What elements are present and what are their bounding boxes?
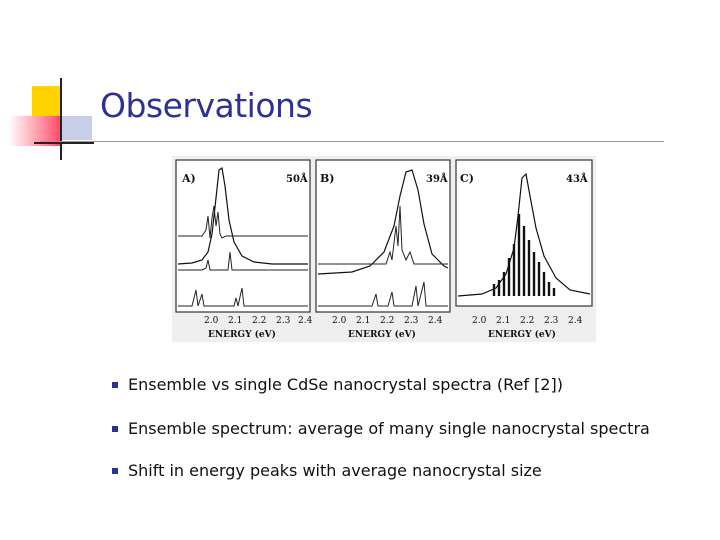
bullet-text: Ensemble spectrum: average of many singl… <box>128 419 650 438</box>
logo-horizontal-line <box>34 142 94 144</box>
panel-b-tick-3: 2.3 <box>404 316 419 326</box>
panel-c-tick-3: 2.3 <box>544 316 559 326</box>
panel-c-ensemble-curve <box>457 172 591 297</box>
panel-a: A) 50Å 2.0 2.1 2.2 2.3 2.4 ENERGY (eV) <box>175 159 313 340</box>
panel-c-tick-1: 2.1 <box>496 316 510 326</box>
panel-a-size: 50Å <box>286 173 308 185</box>
title-divider <box>40 141 664 142</box>
panel-b-size: 39Å <box>426 173 448 185</box>
panel-c-label: C) <box>460 172 474 185</box>
logo-vertical-line <box>60 78 62 160</box>
panel-a-ensemble-curve <box>177 166 308 265</box>
spectra-figure: A) 50Å 2.0 2.1 2.2 2.3 2.4 ENERGY (eV) B… <box>172 156 596 342</box>
bullet-square-icon <box>112 382 118 388</box>
panel-c-tick-0: 2.0 <box>472 316 487 326</box>
logo-blue-square <box>62 116 92 140</box>
panel-a-tick-3: 2.3 <box>276 316 291 326</box>
panel-a-single-trace-2 <box>178 251 308 271</box>
panel-a-tick-2: 2.2 <box>252 316 266 326</box>
panel-b-single-trace-1 <box>318 205 448 265</box>
panel-a-xlabel: ENERGY (eV) <box>208 329 276 340</box>
panel-a-tick-1: 2.1 <box>228 316 242 326</box>
panel-a-single-trace-3 <box>178 287 308 307</box>
panel-a-tick-4: 2.4 <box>298 316 313 326</box>
panel-c: C) 43Å 2.0 2.1 2.2 2.3 2.4 ENERGY (eV) <box>455 159 593 340</box>
bullet-text: Shift in energy peaks with average nanoc… <box>128 461 542 480</box>
panel-c-xlabel: ENERGY (eV) <box>488 329 556 340</box>
logo-yellow-square <box>32 86 62 120</box>
panel-a-tick-0: 2.0 <box>204 316 219 326</box>
panel-b-tick-4: 2.4 <box>428 316 443 326</box>
bullet-square-icon <box>112 426 118 432</box>
panel-c-tick-4: 2.4 <box>568 316 583 326</box>
bullet-text: Ensemble vs single CdSe nanocrystal spec… <box>128 375 563 394</box>
panel-a-single-trace-1 <box>178 205 308 239</box>
panel-b-tick-0: 2.0 <box>332 316 347 326</box>
panel-b: B) 39Å 2.0 2.1 2.2 2.3 2.4 ENERGY (eV) <box>315 159 451 340</box>
panel-c-histogram <box>492 214 556 296</box>
panel-a-label: A) <box>181 172 196 185</box>
panel-b-tick-2: 2.2 <box>380 316 394 326</box>
panel-b-single-trace-2 <box>318 281 448 307</box>
panel-b-xlabel: ENERGY (eV) <box>348 329 416 340</box>
panel-b-label: B) <box>320 172 335 185</box>
panel-b-tick-1: 2.1 <box>356 316 370 326</box>
panel-c-size: 43Å <box>566 173 588 185</box>
panel-c-tick-2: 2.2 <box>520 316 534 326</box>
slide-title: Observations <box>100 86 313 125</box>
bullet-square-icon <box>112 468 118 474</box>
panel-b-ensemble-curve <box>317 169 449 275</box>
